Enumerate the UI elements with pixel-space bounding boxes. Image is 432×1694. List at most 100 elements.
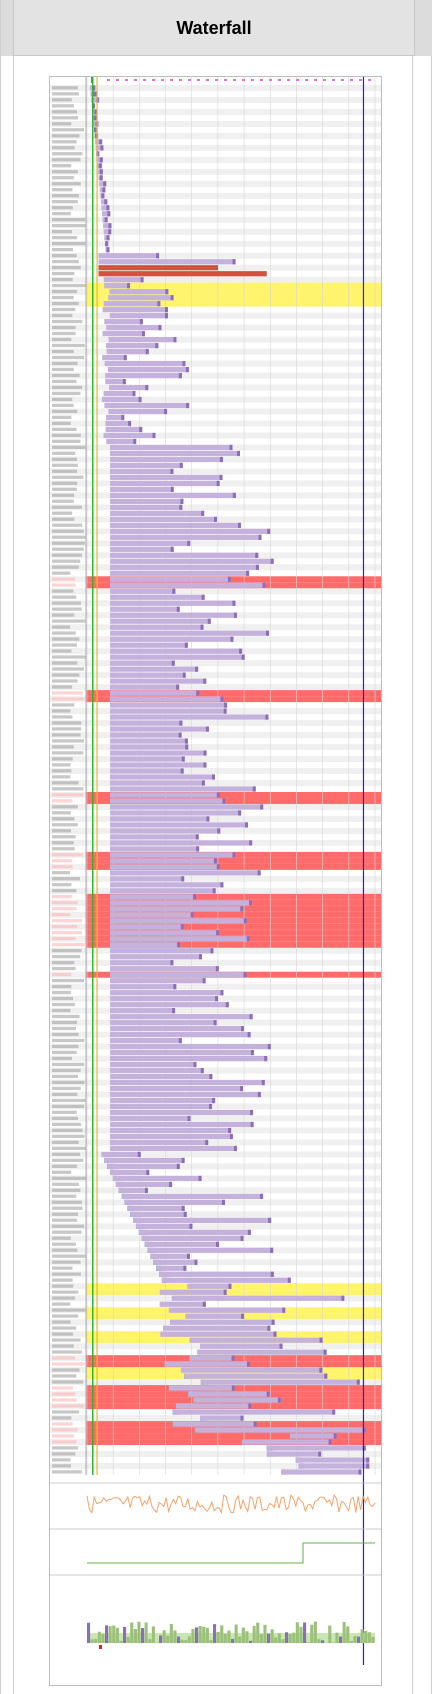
- url-label: [52, 259, 79, 264]
- request-bar: [110, 1056, 268, 1062]
- url-label: [52, 361, 78, 366]
- request-bar: [102, 331, 145, 337]
- request-bar-end: [99, 157, 103, 163]
- page-title: Waterfall: [176, 17, 252, 38]
- request-bar-end: [183, 1265, 187, 1271]
- header-right-cell: [414, 0, 432, 56]
- request-bar: [107, 366, 189, 373]
- url-label: [52, 1146, 86, 1150]
- timing-dot: [161, 79, 164, 81]
- url-label: [52, 176, 74, 180]
- request-bar-end: [220, 882, 224, 888]
- request-bar-end: [215, 966, 219, 972]
- request-bar-end: [224, 702, 228, 708]
- request-bar: [110, 822, 248, 828]
- request-bar: [110, 546, 174, 552]
- bandwidth-bar: [108, 1626, 112, 1643]
- url-label: [52, 295, 74, 300]
- request-bar: [110, 684, 180, 690]
- request-bar: [110, 744, 189, 750]
- bandwidth-bar: [299, 1626, 303, 1643]
- timing-dot: [143, 79, 146, 81]
- request-bar: [110, 738, 188, 744]
- request-bar-end: [249, 840, 253, 846]
- url-label: [52, 1446, 79, 1450]
- timing-dot: [278, 79, 281, 81]
- request-bar: [110, 954, 203, 960]
- request-bar-end: [140, 277, 144, 283]
- request-bar-end: [257, 870, 261, 876]
- request-bar: [110, 594, 205, 600]
- request-bar-end: [186, 1253, 190, 1259]
- bandwidth-bar: [270, 1629, 274, 1643]
- request-bar: [266, 1451, 322, 1457]
- url-label: [52, 942, 85, 947]
- request-bar: [110, 660, 175, 666]
- bandwidth-bar: [360, 1629, 364, 1643]
- request-bar-end: [185, 744, 189, 750]
- url-label: [52, 1404, 85, 1408]
- url-label: [52, 936, 76, 941]
- request-bar: [110, 1061, 197, 1068]
- url-label: [52, 811, 71, 815]
- request-bar-end: [219, 474, 223, 481]
- request-bar: [105, 426, 143, 433]
- url-label: [52, 463, 78, 467]
- request-bar: [110, 636, 234, 642]
- url-label: [52, 1020, 78, 1025]
- url-label: [52, 325, 76, 330]
- url-label: [52, 1368, 80, 1372]
- request-bar: [188, 1391, 270, 1397]
- request-bar: [130, 1211, 187, 1217]
- request-bar: [110, 642, 188, 648]
- timing-dot: [368, 79, 371, 81]
- error-row: [86, 576, 381, 583]
- url-label: [52, 349, 74, 354]
- request-bar: [108, 408, 168, 415]
- request-bar-end: [179, 720, 183, 726]
- url-label: [52, 1212, 79, 1216]
- request-bar-end: [171, 660, 175, 666]
- request-bar-end: [103, 181, 107, 187]
- request-bar: [110, 1103, 213, 1110]
- bandwidth-bar: [130, 1622, 134, 1643]
- request-bar: [110, 552, 259, 558]
- request-bar-end: [257, 1091, 261, 1098]
- url-label: [52, 948, 82, 953]
- bandwidth-bar: [151, 1626, 155, 1643]
- url-label: [52, 1116, 78, 1121]
- error-row: [86, 941, 381, 948]
- url-label: [52, 679, 78, 683]
- request-bar-end: [157, 301, 161, 307]
- request-bar: [110, 666, 199, 672]
- request-bar-end: [216, 864, 220, 870]
- request-bar-end: [231, 1355, 235, 1361]
- url-label: [52, 134, 80, 138]
- bandwidth-bar: [123, 1626, 127, 1643]
- request-bar-end: [128, 420, 132, 427]
- request-bar-end: [332, 1409, 336, 1415]
- bandwidth-bar: [162, 1630, 166, 1643]
- url-label: [52, 241, 86, 246]
- request-bar: [133, 1217, 272, 1223]
- request-bar-end: [216, 792, 220, 798]
- request-bar: [289, 1433, 337, 1439]
- url-label: [52, 235, 78, 240]
- url-label: [52, 1302, 71, 1306]
- url-label: [52, 1284, 74, 1288]
- request-bar-end: [255, 552, 259, 558]
- request-bar-end: [201, 510, 205, 516]
- request-bar-end: [200, 1067, 204, 1074]
- url-label: [52, 631, 76, 635]
- request-bar-end: [333, 1433, 337, 1439]
- url-label: [52, 667, 84, 671]
- request-bar-end: [146, 1169, 150, 1176]
- error-row: [86, 696, 381, 703]
- request-bar: [110, 804, 264, 810]
- url-label: [52, 781, 79, 785]
- request-bar-end: [186, 402, 190, 409]
- request-bar: [106, 349, 149, 355]
- url-label: [52, 1464, 71, 1468]
- bandwidth-bar: [223, 1633, 227, 1643]
- waterfall-chart[interactable]: [49, 76, 382, 1686]
